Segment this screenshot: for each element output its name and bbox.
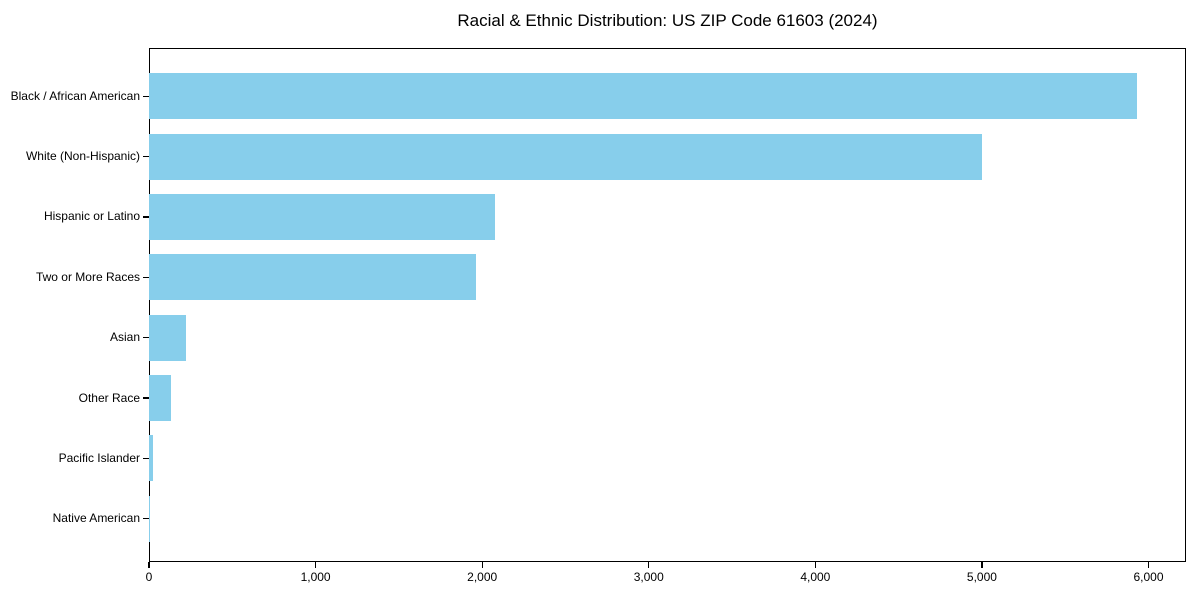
bar-two-or-more-races bbox=[149, 254, 477, 301]
x-tick-label: 5,000 bbox=[966, 570, 997, 584]
chart-title: Racial & Ethnic Distribution: US ZIP Cod… bbox=[457, 11, 878, 30]
bar-row bbox=[149, 489, 1186, 549]
bar-hispanic-or-latino bbox=[149, 193, 496, 240]
x-tick-label: 1,000 bbox=[300, 570, 331, 584]
bar-row bbox=[149, 368, 1186, 428]
x-axis-tick bbox=[981, 562, 983, 568]
x-tick-label: 3,000 bbox=[633, 570, 664, 584]
bar-row bbox=[149, 247, 1186, 307]
bar-row bbox=[149, 308, 1186, 368]
bar-white-non-hispanic bbox=[149, 133, 982, 180]
y-axis-tick bbox=[143, 276, 149, 278]
bar-row bbox=[149, 66, 1186, 126]
bar-native-american bbox=[149, 495, 150, 542]
x-axis-tick bbox=[148, 562, 150, 568]
y-axis-tick bbox=[143, 457, 149, 460]
bar-asian bbox=[149, 314, 186, 361]
bar-row bbox=[149, 428, 1186, 488]
category-label: Native American bbox=[52, 511, 140, 526]
bars-layer bbox=[149, 48, 1186, 562]
y-axis-tick bbox=[143, 216, 149, 218]
category-label: Hispanic or Latino bbox=[43, 209, 140, 224]
bar-pacific-islander bbox=[149, 435, 154, 482]
category-label: Black / African American bbox=[10, 88, 140, 103]
x-tick-label: 2,000 bbox=[467, 570, 498, 584]
x-axis-tick bbox=[481, 562, 483, 568]
y-axis-tick bbox=[143, 155, 149, 158]
category-label: Two or More Races bbox=[35, 269, 140, 284]
y-axis-tick bbox=[143, 397, 149, 399]
x-axis-tick bbox=[1147, 562, 1150, 568]
bar-row bbox=[149, 126, 1186, 186]
bar-other-race bbox=[149, 375, 171, 422]
category-label: White (Non-Hispanic) bbox=[25, 149, 140, 164]
x-tick-label: 6,000 bbox=[1133, 570, 1164, 584]
x-axis-tick bbox=[814, 562, 816, 568]
x-axis-tick bbox=[314, 562, 317, 568]
category-label: Other Race bbox=[78, 390, 140, 405]
y-axis-tick bbox=[143, 518, 149, 520]
y-axis-tick bbox=[143, 95, 149, 97]
x-tick-label: 0 bbox=[145, 570, 153, 584]
y-axis-tick bbox=[143, 337, 149, 339]
x-axis-tick bbox=[648, 562, 650, 568]
bar-black-african-american bbox=[149, 73, 1137, 120]
x-tick-label: 4,000 bbox=[800, 570, 831, 584]
bar-row bbox=[149, 187, 1186, 247]
category-label: Asian bbox=[109, 330, 140, 345]
category-label: Pacific Islander bbox=[58, 450, 140, 465]
